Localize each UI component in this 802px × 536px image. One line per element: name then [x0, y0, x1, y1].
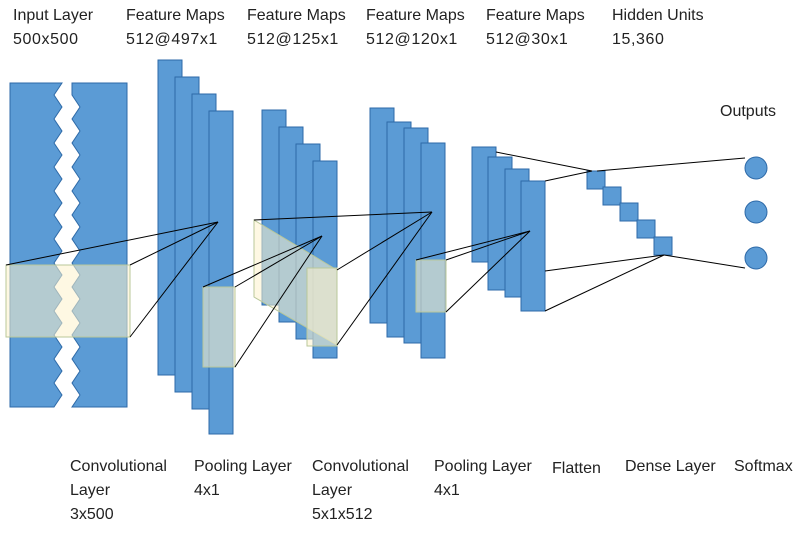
label-title: Input Layer — [13, 7, 94, 24]
label-line: Dense Layer — [625, 458, 716, 475]
connection-line — [129, 221, 219, 338]
feature-maps-30 — [471, 146, 546, 312]
label-size: 512@497x1 — [126, 31, 218, 48]
label-outputs: Outputs — [720, 100, 776, 124]
conv-window-2-front — [306, 267, 338, 347]
label-title: Feature Maps — [126, 7, 225, 24]
output-nodes — [744, 156, 768, 270]
input-layer-right-half — [71, 82, 128, 408]
label-conv-layer-1: Convolutional Layer 3x500 — [70, 455, 167, 527]
label-line: Convolutional — [70, 458, 167, 475]
connection-line — [336, 211, 433, 271]
connection-line — [596, 157, 746, 172]
label-title: Feature Maps — [366, 7, 465, 24]
label-input-layer: Input Layer 500x500 — [13, 4, 93, 52]
hidden-unit — [619, 202, 639, 222]
input-layer-left-half — [9, 82, 63, 408]
label-line: 4x1 — [194, 482, 220, 499]
connection-line — [445, 230, 531, 313]
input-conv-window — [5, 264, 131, 338]
label-pooling-layer-2: Pooling Layer 4x1 — [434, 455, 532, 503]
pooling-window-1 — [202, 286, 236, 368]
connection-line — [495, 151, 593, 172]
connection-line — [445, 230, 531, 261]
connection-line — [415, 230, 531, 261]
label-title: Hidden Units — [612, 7, 704, 24]
label-line: 4x1 — [434, 482, 460, 499]
label-flatten: Flatten — [552, 457, 601, 481]
label-line: Layer — [312, 482, 353, 499]
hidden-unit — [586, 170, 606, 190]
input-layer — [5, 82, 131, 408]
label-pooling-layer-1: Pooling Layer 4x1 — [194, 455, 292, 503]
output-node — [744, 156, 768, 180]
connection-line — [5, 221, 219, 266]
label-line: Pooling Layer — [434, 458, 532, 475]
hidden-unit — [653, 236, 673, 256]
label-line: Convolutional — [312, 458, 409, 475]
connection-lines — [5, 151, 746, 368]
label-dense-layer: Dense Layer — [625, 455, 716, 479]
connection-line — [663, 254, 746, 269]
label-title: Feature Maps — [247, 7, 346, 24]
feature-map-block — [420, 142, 446, 359]
label-line: Pooling Layer — [194, 458, 292, 475]
label-softmax: Softmax — [734, 455, 793, 479]
output-node — [744, 200, 768, 224]
label-feature-maps-125: Feature Maps 512@125x1 — [247, 4, 346, 52]
feature-map-block — [520, 180, 546, 312]
output-node — [744, 246, 768, 270]
hidden-unit — [602, 186, 622, 206]
label-line: 5x1x512 — [312, 506, 373, 523]
label-title: Outputs — [720, 103, 777, 120]
feature-map-block — [208, 110, 234, 435]
connection-line — [544, 170, 593, 182]
label-feature-maps-497: Feature Maps 512@497x1 — [126, 4, 225, 52]
hidden-unit — [636, 219, 656, 239]
connection-line — [202, 235, 323, 288]
label-conv-layer-2: Convolutional Layer 5x1x512 — [312, 455, 409, 527]
label-size: 512@120x1 — [366, 31, 458, 48]
label-line: Flatten — [552, 460, 601, 477]
label-size: 512@125x1 — [247, 31, 339, 48]
hidden-units — [586, 170, 673, 256]
label-feature-maps-120: Feature Maps 512@120x1 — [366, 4, 465, 52]
connection-line — [253, 211, 433, 221]
feature-maps-125 — [253, 109, 338, 359]
label-line: Layer — [70, 482, 111, 499]
feature-maps-497 — [157, 59, 236, 435]
connection-line — [234, 235, 323, 368]
label-hidden-units: Hidden Units 15,360 — [612, 4, 704, 52]
connection-line — [544, 254, 665, 272]
pooling-window-2 — [415, 259, 447, 313]
label-title: Feature Maps — [486, 7, 585, 24]
label-size: 15,360 — [612, 31, 665, 48]
connection-line — [129, 221, 219, 266]
label-size: 500x500 — [13, 31, 79, 48]
label-size: 512@30x1 — [486, 31, 569, 48]
feature-maps-120 — [369, 107, 447, 359]
connection-line — [234, 235, 323, 288]
connection-line — [336, 211, 433, 346]
label-line: 3x500 — [70, 506, 114, 523]
label-feature-maps-30: Feature Maps 512@30x1 — [486, 4, 585, 52]
connection-line — [544, 254, 665, 312]
label-line: Softmax — [734, 458, 793, 475]
